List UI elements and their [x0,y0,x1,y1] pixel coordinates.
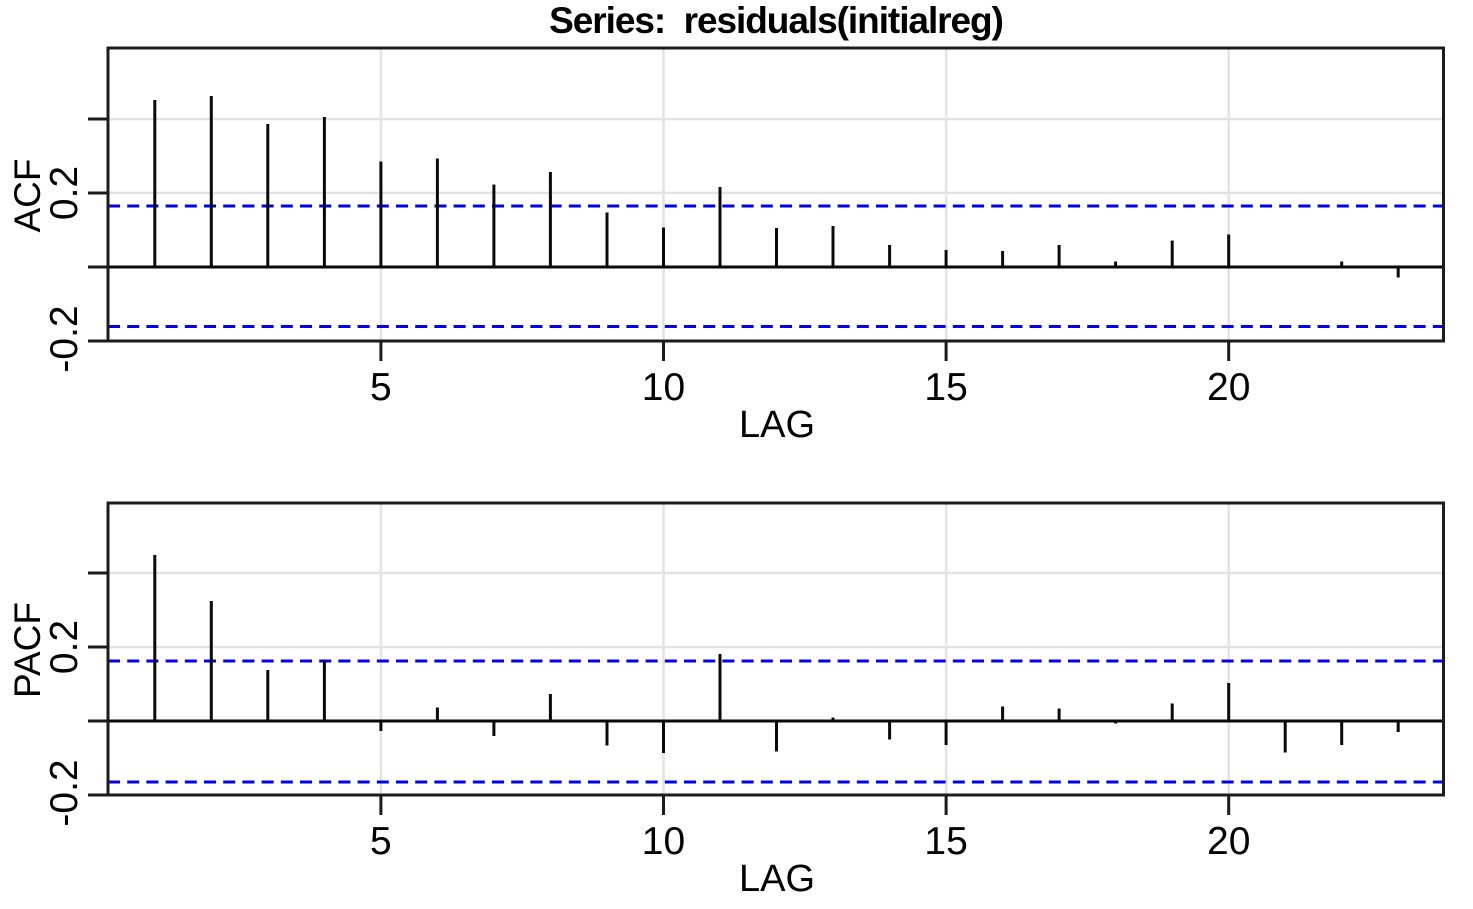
svg-text:ACF: ACF [7,159,48,233]
svg-text:10: 10 [642,366,685,409]
svg-text:LAG: LAG [739,858,815,900]
svg-text:-0.2: -0.2 [43,759,86,826]
svg-text:0.2: 0.2 [43,166,86,220]
svg-text:15: 15 [924,820,967,863]
svg-text:Series: residuals(initialreg): Series: residuals(initialreg) [549,0,1003,41]
svg-text:5: 5 [370,820,392,863]
svg-text:-0.2: -0.2 [43,305,86,372]
svg-text:PACF: PACF [7,602,48,698]
svg-text:0.2: 0.2 [43,620,86,674]
svg-text:20: 20 [1207,366,1250,409]
svg-text:15: 15 [924,366,967,409]
svg-text:20: 20 [1207,820,1250,863]
svg-text:5: 5 [370,366,392,409]
svg-text:LAG: LAG [739,404,815,446]
svg-text:10: 10 [642,820,685,863]
